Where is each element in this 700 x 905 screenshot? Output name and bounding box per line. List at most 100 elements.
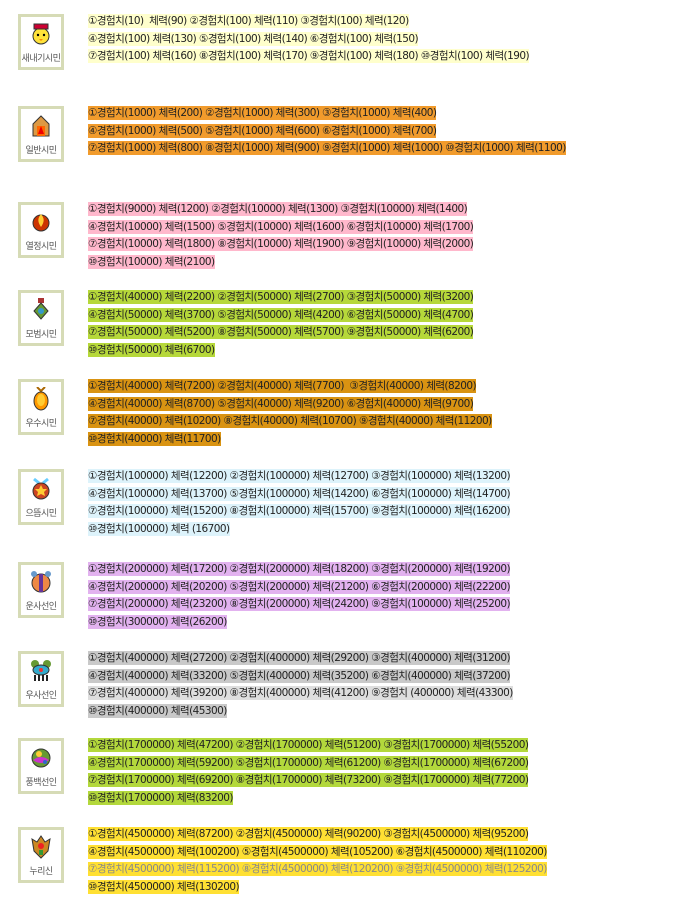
medal-icon [33,298,49,320]
requirement-text: ①경험치(9000) 체력(1200) ②경험치(10000) 체력(1300)… [88,202,468,216]
requirement-line: ⑦경험치(100) 체력(160) ⑧경험치(100) 체력(170) ⑨경험치… [88,45,530,64]
requirement-text: ①경험치(1000) 체력(200) ②경험치(1000) 체력(300) ③경… [88,106,437,120]
requirement-text: ①경험치(400000) 체력(27200) ②경험치(400000) 체력(2… [88,651,511,665]
requirement-text: ④경험치(10000) 체력(1500) ⑤경험치(10000) 체력(1600… [88,219,474,234]
requirement-line: ④경험치(1000) 체력(500) ⑤경험치(1000) 체력(600) ⑥경… [88,120,566,138]
flame-icon [32,214,50,232]
requirement-text: ⑦경험치(1700000) 체력(69200) ⑧경험치(1700000) 체력… [88,773,529,788]
star-medal-icon [32,477,50,500]
level-name: 열정시민 [25,242,57,252]
level-requirements: ①경험치(1000) 체력(200) ②경험치(1000) 체력(300) ③경… [88,102,566,156]
requirement-text: ⑦경험치(1000) 체력(800) ⑧경험치(1000) 체력(900) ⑨경… [88,141,566,156]
requirement-line: ④경험치(1700000) 체력(59200) ⑤경험치(1700000) 체력… [88,752,529,770]
requirement-line: ①경험치(100000) 체력(12200) ②경험치(100000) 체력(1… [88,465,511,483]
requirement-line: ⑩경험치(1700000) 체력(83200) [88,787,528,806]
requirement-text: ④경험치(4500000) 체력(100200) ⑤경험치(4500000) 체… [88,844,547,859]
level-name: 으뜸시민 [25,509,57,519]
requirement-text: ⑦경험치(100000) 체력(15200) ⑧경험치(100000) 체력(1… [88,504,511,519]
requirement-text: ④경험치(1000) 체력(500) ⑤경험치(1000) 체력(600) ⑥경… [88,123,437,138]
requirement-text: ⑩경험치(50000) 체력(6700) [88,343,215,358]
requirement-line: ⑩경험치(4500000) 체력(130200) [88,876,547,895]
level-requirements: ①경험치(9000) 체력(1200) ②경험치(10000) 체력(1300)… [88,198,474,270]
level-badge: 열정시민 [18,202,64,258]
level-badge: 새내기시민 [18,14,64,70]
requirement-line: ①경험치(400000) 체력(27200) ②경험치(400000) 체력(2… [88,647,513,665]
house-icon [32,115,50,137]
gold-medal-icon [33,387,49,411]
requirement-line: ⑦경험치(10000) 체력(1800) ⑧경험치(10000) 체력(1900… [88,233,474,252]
requirement-line: ⑩경험치(400000) 체력(45300) [88,700,513,719]
requirement-text: ⑩경험치(4500000) 체력(130200) [88,880,240,895]
requirement-text: ①경험치(4500000) 체력(87200) ②경험치(4500000) 체력… [88,827,529,841]
level-requirements: ①경험치(40000) 체력(2200) ②경험치(50000) 체력(2700… [88,286,474,358]
requirement-text: ①경험치(100000) 체력(12200) ②경험치(100000) 체력(1… [88,469,511,483]
level-requirements: ①경험치(10) 체력(90) ②경험치(100) 체력(110) ③경험치(1… [88,10,530,64]
requirement-line: ①경험치(1000) 체력(200) ②경험치(1000) 체력(300) ③경… [88,102,566,120]
requirement-text: ④경험치(100) 체력(130) ⑤경험치(100) 체력(140) ⑥경험치… [88,31,419,46]
requirement-text: ④경험치(40000) 체력(8700) ⑤경험치(40000) 체력(9200… [88,396,474,411]
requirement-line: ⑦경험치(50000) 체력(5200) ⑧경험치(50000) 체력(5700… [88,321,474,340]
requirement-text: ⑩경험치(1700000) 체력(83200) [88,791,234,806]
requirement-line: ⑦경험치(400000) 체력(39200) ⑧경험치(400000) 체력(4… [88,682,513,701]
requirement-text: ①경험치(40000) 체력(2200) ②경험치(50000) 체력(2700… [88,290,474,304]
level-requirements: ①경험치(200000) 체력(17200) ②경험치(200000) 체력(1… [88,558,511,630]
requirement-text: ①경험치(40000) 체력(7200) ②경험치(40000) 체력(7700… [88,379,477,393]
requirement-text: ⑩경험치(400000) 체력(45300) [88,704,227,719]
level-name: 운사선인 [25,602,57,612]
requirement-text: ④경험치(100000) 체력(13700) ⑤경험치(100000) 체력(1… [88,486,511,501]
level-name: 일반시민 [25,146,57,156]
requirement-text: ⑩경험치(10000) 체력(2100) [88,255,215,270]
requirement-line: ①경험치(9000) 체력(1200) ②경험치(10000) 체력(1300)… [88,198,473,216]
requirement-line: ⑩경험치(10000) 체력(2100) [88,251,473,270]
level-badge: 우사선인 [18,651,64,707]
requirement-line: ④경험치(50000) 체력(3700) ⑤경험치(50000) 체력(4200… [88,304,474,322]
requirement-line: ①경험치(10) 체력(90) ②경험치(100) 체력(110) ③경험치(1… [88,10,529,28]
level-name: 우사선인 [25,691,57,701]
requirement-line: ⑩경험치(50000) 체력(6700) [88,339,473,358]
requirement-line: ①경험치(1700000) 체력(47200) ②경험치(1700000) 체력… [88,734,529,752]
requirement-line: ⑦경험치(1700000) 체력(69200) ⑧경험치(1700000) 체력… [88,769,529,788]
rain-emblem-icon [31,660,51,681]
level-name: 우수시민 [25,419,57,429]
requirement-line: ⑦경험치(4500000) 체력(115200) ⑧경험치(4500000) 체… [88,858,547,877]
requirement-line: ①경험치(200000) 체력(17200) ②경험치(200000) 체력(1… [88,558,511,576]
requirement-text: ⑦경험치(200000) 체력(23200) ⑧경험치(200000) 체력(2… [88,597,511,612]
requirement-line: ⑦경험치(100000) 체력(15200) ⑧경험치(100000) 체력(1… [88,500,511,519]
requirement-line: ①경험치(40000) 체력(7200) ②경험치(40000) 체력(7700… [88,375,492,393]
requirement-line: ④경험치(200000) 체력(20200) ⑤경험치(200000) 체력(2… [88,576,511,594]
god-emblem-icon [31,835,51,859]
requirement-line: ⑦경험치(40000) 체력(10200) ⑧경험치(40000) 체력(107… [88,410,492,429]
level-badge: 으뜸시민 [18,469,64,525]
level-name: 새내기시민 [21,54,61,64]
requirement-text: ④경험치(200000) 체력(20200) ⑤경험치(200000) 체력(2… [88,579,511,594]
requirement-line: ⑩경험치(300000) 체력(26200) [88,611,510,630]
requirement-text: ⑩경험치(300000) 체력(26200) [88,615,227,630]
level-name: 모범시민 [25,330,57,340]
requirement-text: ⑦경험치(40000) 체력(10200) ⑧경험치(40000) 체력(107… [88,414,492,429]
level-name: 풍백선인 [25,778,57,788]
level-badge: 풍백선인 [18,738,64,794]
level-requirements: ①경험치(400000) 체력(27200) ②경험치(400000) 체력(2… [88,647,513,719]
requirement-text: ⑦경험치(50000) 체력(5200) ⑧경험치(50000) 체력(5700… [88,325,474,340]
level-badge: 누리신 [18,827,64,883]
requirement-line: ④경험치(100) 체력(130) ⑤경험치(100) 체력(140) ⑥경험치… [88,28,529,46]
cloud-emblem-icon [31,571,51,593]
requirement-text: ④경험치(400000) 체력(33200) ⑤경험치(400000) 체력(3… [88,668,511,683]
requirement-line: ④경험치(100000) 체력(13700) ⑤경험치(100000) 체력(1… [88,483,511,501]
level-badge: 일반시민 [18,106,64,162]
requirement-line: ①경험치(40000) 체력(2200) ②경험치(50000) 체력(2700… [88,286,474,304]
requirement-text: ⑦경험치(4500000) 체력(115200) ⑧경험치(4500000) 체… [88,862,547,877]
requirement-line: ⑦경험치(1000) 체력(800) ⑧경험치(1000) 체력(900) ⑨경… [88,137,566,156]
level-badge: 운사선인 [18,562,64,618]
level-name: 누리신 [29,867,53,877]
wind-emblem-icon [31,748,51,768]
requirement-text: ①경험치(10) 체력(90) ②경험치(100) 체력(110) ③경험치(1… [88,14,409,28]
chick-icon [32,23,50,45]
requirement-text: ④경험치(1700000) 체력(59200) ⑤경험치(1700000) 체력… [88,755,529,770]
level-requirements: ①경험치(1700000) 체력(47200) ②경험치(1700000) 체력… [88,734,529,806]
level-badge: 모범시민 [18,290,64,346]
level-badge: 우수시민 [18,379,64,435]
requirement-text: ⑩경험치(100000) 체력 (16700) [88,522,230,537]
requirement-text: ①경험치(200000) 체력(17200) ②경험치(200000) 체력(1… [88,562,511,576]
level-requirements: ①경험치(4500000) 체력(87200) ②경험치(4500000) 체력… [88,823,547,895]
